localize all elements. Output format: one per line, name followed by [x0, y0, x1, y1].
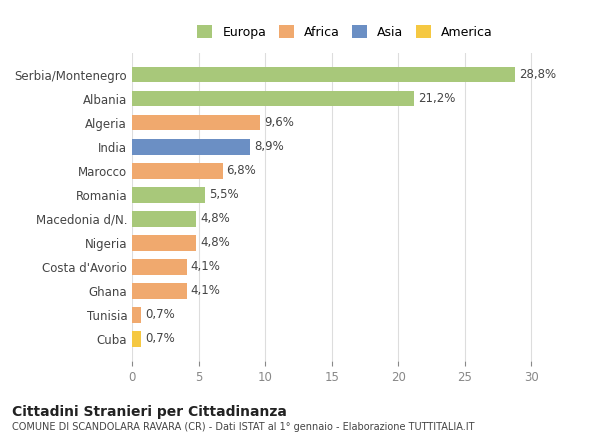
- Text: 0,7%: 0,7%: [145, 333, 175, 345]
- Text: 5,5%: 5,5%: [209, 188, 239, 201]
- Text: 0,7%: 0,7%: [145, 308, 175, 322]
- Text: 6,8%: 6,8%: [227, 164, 256, 177]
- Text: COMUNE DI SCANDOLARA RAVARA (CR) - Dati ISTAT al 1° gennaio - Elaborazione TUTTI: COMUNE DI SCANDOLARA RAVARA (CR) - Dati …: [12, 422, 475, 433]
- Text: 21,2%: 21,2%: [418, 92, 455, 105]
- Bar: [132, 211, 196, 227]
- Bar: [132, 67, 515, 82]
- Text: 4,8%: 4,8%: [200, 213, 230, 225]
- Bar: [132, 307, 142, 323]
- Bar: [132, 259, 187, 275]
- Bar: [132, 115, 260, 131]
- Bar: [132, 163, 223, 179]
- Bar: [132, 283, 187, 299]
- Bar: [132, 139, 250, 154]
- Text: 4,1%: 4,1%: [191, 284, 220, 297]
- Bar: [132, 187, 205, 202]
- Bar: [132, 91, 414, 106]
- Bar: [132, 235, 196, 251]
- Bar: [132, 331, 142, 347]
- Text: Cittadini Stranieri per Cittadinanza: Cittadini Stranieri per Cittadinanza: [12, 405, 287, 419]
- Text: 8,9%: 8,9%: [254, 140, 284, 153]
- Text: 4,1%: 4,1%: [191, 260, 220, 273]
- Text: 4,8%: 4,8%: [200, 236, 230, 249]
- Legend: Europa, Africa, Asia, America: Europa, Africa, Asia, America: [197, 25, 493, 39]
- Text: 9,6%: 9,6%: [264, 116, 293, 129]
- Text: 28,8%: 28,8%: [520, 68, 557, 81]
